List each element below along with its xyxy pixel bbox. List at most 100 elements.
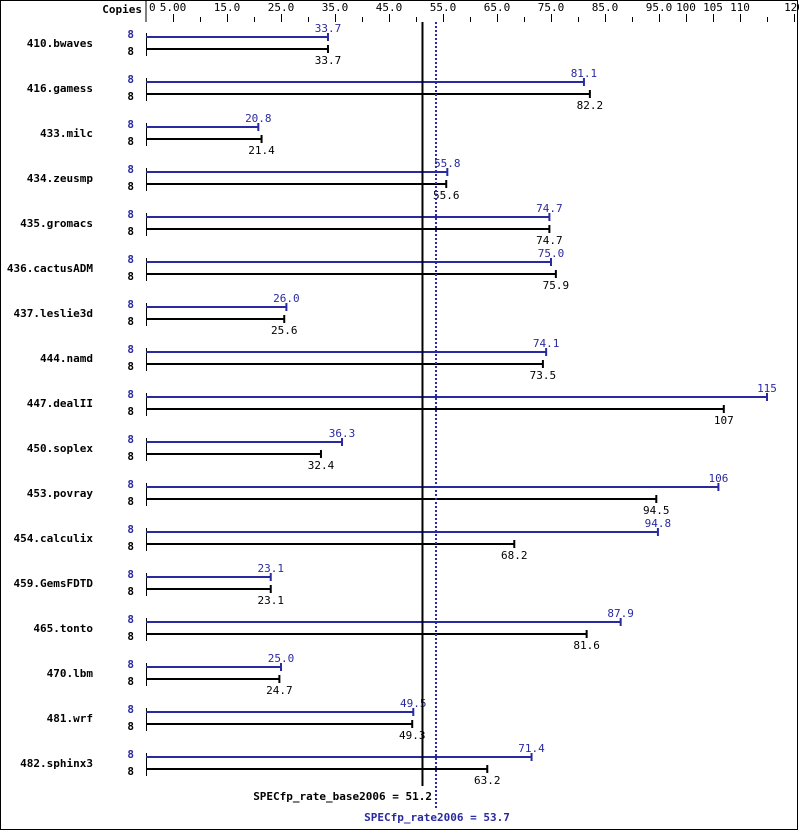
benchmark-name: 481.wrf — [47, 712, 93, 725]
axis-tick-label: 100 — [676, 1, 696, 14]
peak-copies: 8 — [127, 703, 134, 716]
peak-value-label: 115 — [757, 382, 777, 395]
base-copies: 8 — [127, 495, 134, 508]
peak-copies: 8 — [127, 568, 134, 581]
benchmark-name: 410.bwaves — [27, 37, 93, 50]
base-copies: 8 — [127, 270, 134, 283]
axis-tick-label: 25.0 — [268, 1, 295, 14]
base-value-label: 33.7 — [315, 54, 342, 67]
base-value-label: 21.4 — [248, 144, 275, 157]
peak-copies: 8 — [127, 658, 134, 671]
benchmark-row: 453.povray 8 8 106 94.5 — [27, 472, 729, 517]
benchmark-name: 447.dealII — [27, 397, 93, 410]
peak-copies: 8 — [127, 208, 134, 221]
base-value-label: 24.7 — [266, 684, 293, 697]
base-value-label: 23.1 — [257, 594, 284, 607]
benchmark-name: 435.gromacs — [20, 217, 93, 230]
axis-tick-label: 5.00 — [160, 1, 187, 14]
axis-tick-label: 105 — [703, 1, 723, 14]
base-copies: 8 — [127, 720, 134, 733]
axis-tick-label: 75.0 — [538, 1, 565, 14]
peak-value-label: 49.5 — [400, 697, 427, 710]
benchmark-row: 447.dealII 8 8 115 107 — [27, 382, 777, 427]
benchmark-row: 450.soplex 8 8 36.3 32.4 — [27, 427, 356, 472]
benchmark-row: 482.sphinx3 8 8 71.4 63.2 — [20, 742, 545, 787]
peak-copies: 8 — [127, 163, 134, 176]
peak-copies: 8 — [127, 523, 134, 536]
peak-copies: 8 — [127, 253, 134, 266]
peak-copies: 8 — [127, 388, 134, 401]
axis-tick-label: 85.0 — [592, 1, 619, 14]
base-value-label: 82.2 — [577, 99, 604, 112]
axis-tick-label: 65.0 — [484, 1, 511, 14]
copies-header: Copies — [102, 3, 142, 16]
base-value-label: 68.2 — [501, 549, 528, 562]
base-value-label: 25.6 — [271, 324, 298, 337]
base-value-label: 107 — [714, 414, 734, 427]
peak-copies: 8 — [127, 343, 134, 356]
peak-score-label: SPECfp_rate2006 = 53.7 — [364, 811, 510, 824]
base-value-label: 94.5 — [643, 504, 670, 517]
base-copies: 8 — [127, 540, 134, 553]
benchmark-rows: 410.bwaves 8 8 33.7 33.7 416.gamess 8 8 81.1 82.2… — [7, 22, 777, 787]
benchmark-row: 459.GemsFDTD 8 8 23.1 23.1 — [14, 562, 284, 607]
base-copies: 8 — [127, 630, 134, 643]
benchmark-row: 444.namd 8 8 74.1 73.5 — [40, 337, 559, 382]
benchmark-name: 444.namd — [40, 352, 93, 365]
peak-value-label: 55.8 — [434, 157, 461, 170]
axis-tick-label: 110 — [730, 1, 750, 14]
base-copies: 8 — [127, 450, 134, 463]
benchmark-name: 433.milc — [40, 127, 93, 140]
base-copies: 8 — [127, 360, 134, 373]
benchmark-row: 437.leslie3d 8 8 26.0 25.6 — [14, 292, 300, 337]
peak-value-label: 106 — [708, 472, 728, 485]
benchmark-row: 434.zeusmp 8 8 55.8 55.6 — [27, 157, 461, 202]
benchmark-row: 465.tonto 8 8 87.9 81.6 — [33, 607, 634, 652]
base-value-label: 74.7 — [536, 234, 563, 247]
benchmark-row: 454.calculix 8 8 94.8 68.2 — [14, 517, 672, 562]
base-value-label: 81.6 — [573, 639, 600, 652]
benchmark-row: 410.bwaves 8 8 33.7 33.7 — [27, 22, 341, 67]
benchmark-name: 459.GemsFDTD — [14, 577, 94, 590]
peak-copies: 8 — [127, 118, 134, 131]
benchmark-row: 436.cactusADM 8 8 75.0 75.9 — [7, 247, 569, 292]
base-value-label: 49.3 — [399, 729, 426, 742]
peak-value-label: 26.0 — [273, 292, 300, 305]
base-score-label: SPECfp_rate_base2006 = 51.2 — [253, 790, 432, 803]
base-value-label: 75.9 — [543, 279, 570, 292]
reference-lines — [421, 22, 437, 808]
benchmark-name: 453.povray — [27, 487, 94, 500]
base-copies: 8 — [127, 90, 134, 103]
x-axis: 0 5.00 15.0 25.0 35.0 45.0 55.0 65.0 75.0 85.0 95.… — [145, 1, 799, 22]
base-copies: 8 — [127, 675, 134, 688]
peak-value-label: 25.0 — [268, 652, 295, 665]
base-copies: 8 — [127, 585, 134, 598]
benchmark-name: 482.sphinx3 — [20, 757, 93, 770]
base-copies: 8 — [127, 405, 134, 418]
peak-value-label: 20.8 — [245, 112, 272, 125]
axis-tick-label: 95.0 — [646, 1, 673, 14]
axis-tick-label: 0 — [149, 1, 156, 14]
peak-value-label: 23.1 — [257, 562, 284, 575]
peak-value-label: 74.7 — [536, 202, 563, 215]
peak-value-label: 94.8 — [645, 517, 672, 530]
benchmark-name: 434.zeusmp — [27, 172, 94, 185]
benchmark-row: 470.lbm 8 8 25.0 24.7 — [47, 652, 295, 697]
axis-tick-label: 35.0 — [322, 1, 349, 14]
base-copies: 8 — [127, 180, 134, 193]
axis-tick-label: 120 — [784, 1, 799, 14]
base-copies: 8 — [127, 315, 134, 328]
peak-copies: 8 — [127, 298, 134, 311]
peak-value-label: 36.3 — [329, 427, 356, 440]
base-value-label: 55.6 — [433, 189, 460, 202]
peak-copies: 8 — [127, 613, 134, 626]
peak-value-label: 74.1 — [533, 337, 560, 350]
benchmark-name: 454.calculix — [14, 532, 94, 545]
benchmark-name: 436.cactusADM — [7, 262, 93, 275]
benchmark-name: 437.leslie3d — [14, 307, 93, 320]
base-copies: 8 — [127, 45, 134, 58]
base-value-label: 73.5 — [530, 369, 557, 382]
